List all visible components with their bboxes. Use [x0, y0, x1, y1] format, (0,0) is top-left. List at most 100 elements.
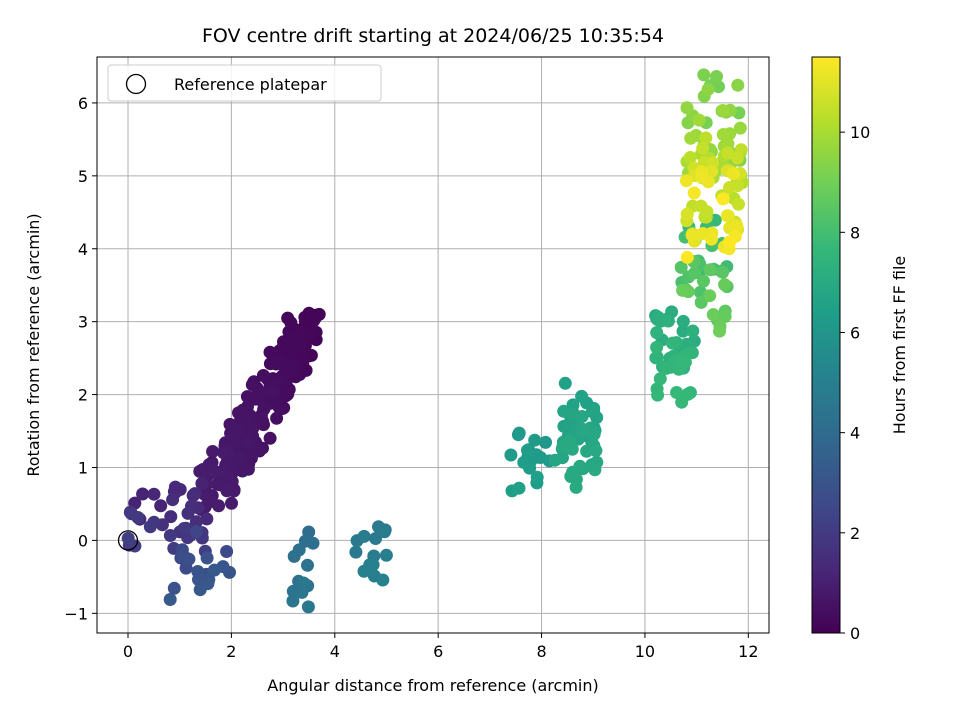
data-point-385: [676, 324, 690, 338]
data-point-321: [521, 443, 534, 457]
data-point-270: [167, 581, 181, 595]
data-point-291: [286, 594, 300, 608]
data-point-326: [530, 470, 544, 484]
data-point-558: [687, 186, 701, 200]
data-point-477: [731, 78, 745, 92]
data-point-116: [265, 385, 279, 399]
data-point-381: [573, 459, 587, 473]
data-point-453: [703, 263, 717, 277]
data-point-217: [197, 487, 211, 501]
data-point-271: [200, 551, 214, 565]
data-point-180: [224, 431, 238, 445]
x-axis-label: Angular distance from reference (arcmin): [267, 676, 598, 695]
chart-title: FOV centre drift starting at 2024/06/25 …: [202, 25, 664, 47]
data-point-307: [357, 564, 371, 578]
data-point-103: [256, 369, 270, 382]
data-point-523: [694, 199, 708, 213]
data-point-235: [164, 510, 178, 524]
data-point-522: [721, 146, 735, 160]
data-point-513: [683, 151, 697, 164]
data-point-411: [665, 336, 679, 350]
colorbar-tick-label-2: 4: [850, 424, 860, 443]
y-tick-label-0: −1: [64, 604, 88, 623]
data-point-446: [688, 266, 702, 280]
x-axis-ticks: 0 2 4 6 8 10 12: [123, 633, 759, 661]
data-point-367: [580, 444, 594, 458]
data-point-278: [193, 583, 207, 597]
x-tick-label-1: 2: [226, 642, 236, 661]
data-point-553: [730, 219, 744, 233]
data-point-520: [696, 141, 710, 155]
data-point-426: [675, 395, 689, 409]
data-point-241: [181, 506, 195, 520]
grid-lines: [97, 57, 769, 633]
data-point-447: [716, 265, 730, 279]
data-point-336: [575, 389, 589, 403]
x-tick-label-2: 4: [330, 642, 340, 661]
data-point-548: [685, 228, 699, 242]
data-point-254: [143, 520, 157, 534]
data-point-343: [557, 419, 571, 433]
data-point-117: [252, 392, 266, 405]
colorbar-tick-label-4: 8: [850, 223, 860, 242]
data-point-458: [676, 283, 690, 297]
data-point-417: [659, 361, 673, 375]
y-axis-label: Rotation from reference (arcmin): [24, 213, 43, 476]
data-point-537: [680, 207, 694, 221]
x-tick-label-0: 0: [123, 642, 133, 661]
data-point-427: [670, 386, 684, 399]
data-point-444: [674, 260, 688, 274]
data-point-382: [569, 480, 583, 494]
y-tick-label-7: 6: [78, 94, 88, 113]
data-point-425: [674, 352, 688, 366]
data-point-109: [245, 378, 259, 392]
data-point-216: [212, 499, 226, 513]
data-point-561: [723, 235, 737, 249]
y-tick-label-1: 0: [78, 531, 88, 550]
data-point-305: [366, 558, 380, 572]
data-point-416: [650, 340, 664, 354]
data-point-420: [651, 388, 665, 402]
data-point-261: [190, 525, 203, 539]
data-point-297: [349, 545, 363, 559]
data-point-562: [680, 250, 694, 264]
data-point-299: [378, 525, 391, 539]
data-point-285: [292, 543, 306, 557]
data-point-236: [166, 493, 180, 507]
data-point-251: [123, 505, 137, 519]
data-point-262: [220, 545, 234, 558]
data-point-301: [357, 529, 371, 543]
data-point-199: [224, 474, 238, 487]
data-point-159: [244, 451, 258, 465]
data-point-316: [528, 433, 542, 447]
data-point-253: [177, 522, 191, 535]
data-point-380: [588, 463, 602, 477]
y-tick-label-3: 2: [78, 386, 88, 405]
colorbar-tick-label-3: 6: [850, 323, 860, 342]
data-point-170: [241, 435, 255, 449]
y-tick-label-4: 3: [78, 313, 88, 332]
plot-frame: [96, 56, 770, 634]
data-point-310: [539, 435, 552, 449]
data-point-500: [684, 131, 698, 145]
data-point-448: [697, 274, 710, 288]
colorbar-tick-label-0: 0: [850, 624, 860, 643]
data-point-462: [713, 324, 726, 338]
data-point-460: [703, 289, 717, 303]
colorbar-tick-label-1: 2: [850, 524, 860, 543]
data-point-119: [240, 390, 254, 404]
x-tick-label-5: 10: [635, 642, 655, 661]
y-tick-label-5: 4: [78, 240, 88, 259]
data-point-514: [699, 131, 713, 145]
data-point-351: [587, 404, 601, 418]
data-point-57: [296, 357, 310, 371]
reference-point-marker: [117, 530, 139, 551]
data-point-490: [733, 121, 747, 135]
x-tick-label-3: 6: [433, 642, 443, 661]
data-point-234: [186, 488, 200, 502]
legend-box: [107, 64, 382, 102]
data-point-499: [716, 128, 730, 141]
data-point-203: [225, 496, 238, 510]
data-point-457: [718, 278, 732, 292]
